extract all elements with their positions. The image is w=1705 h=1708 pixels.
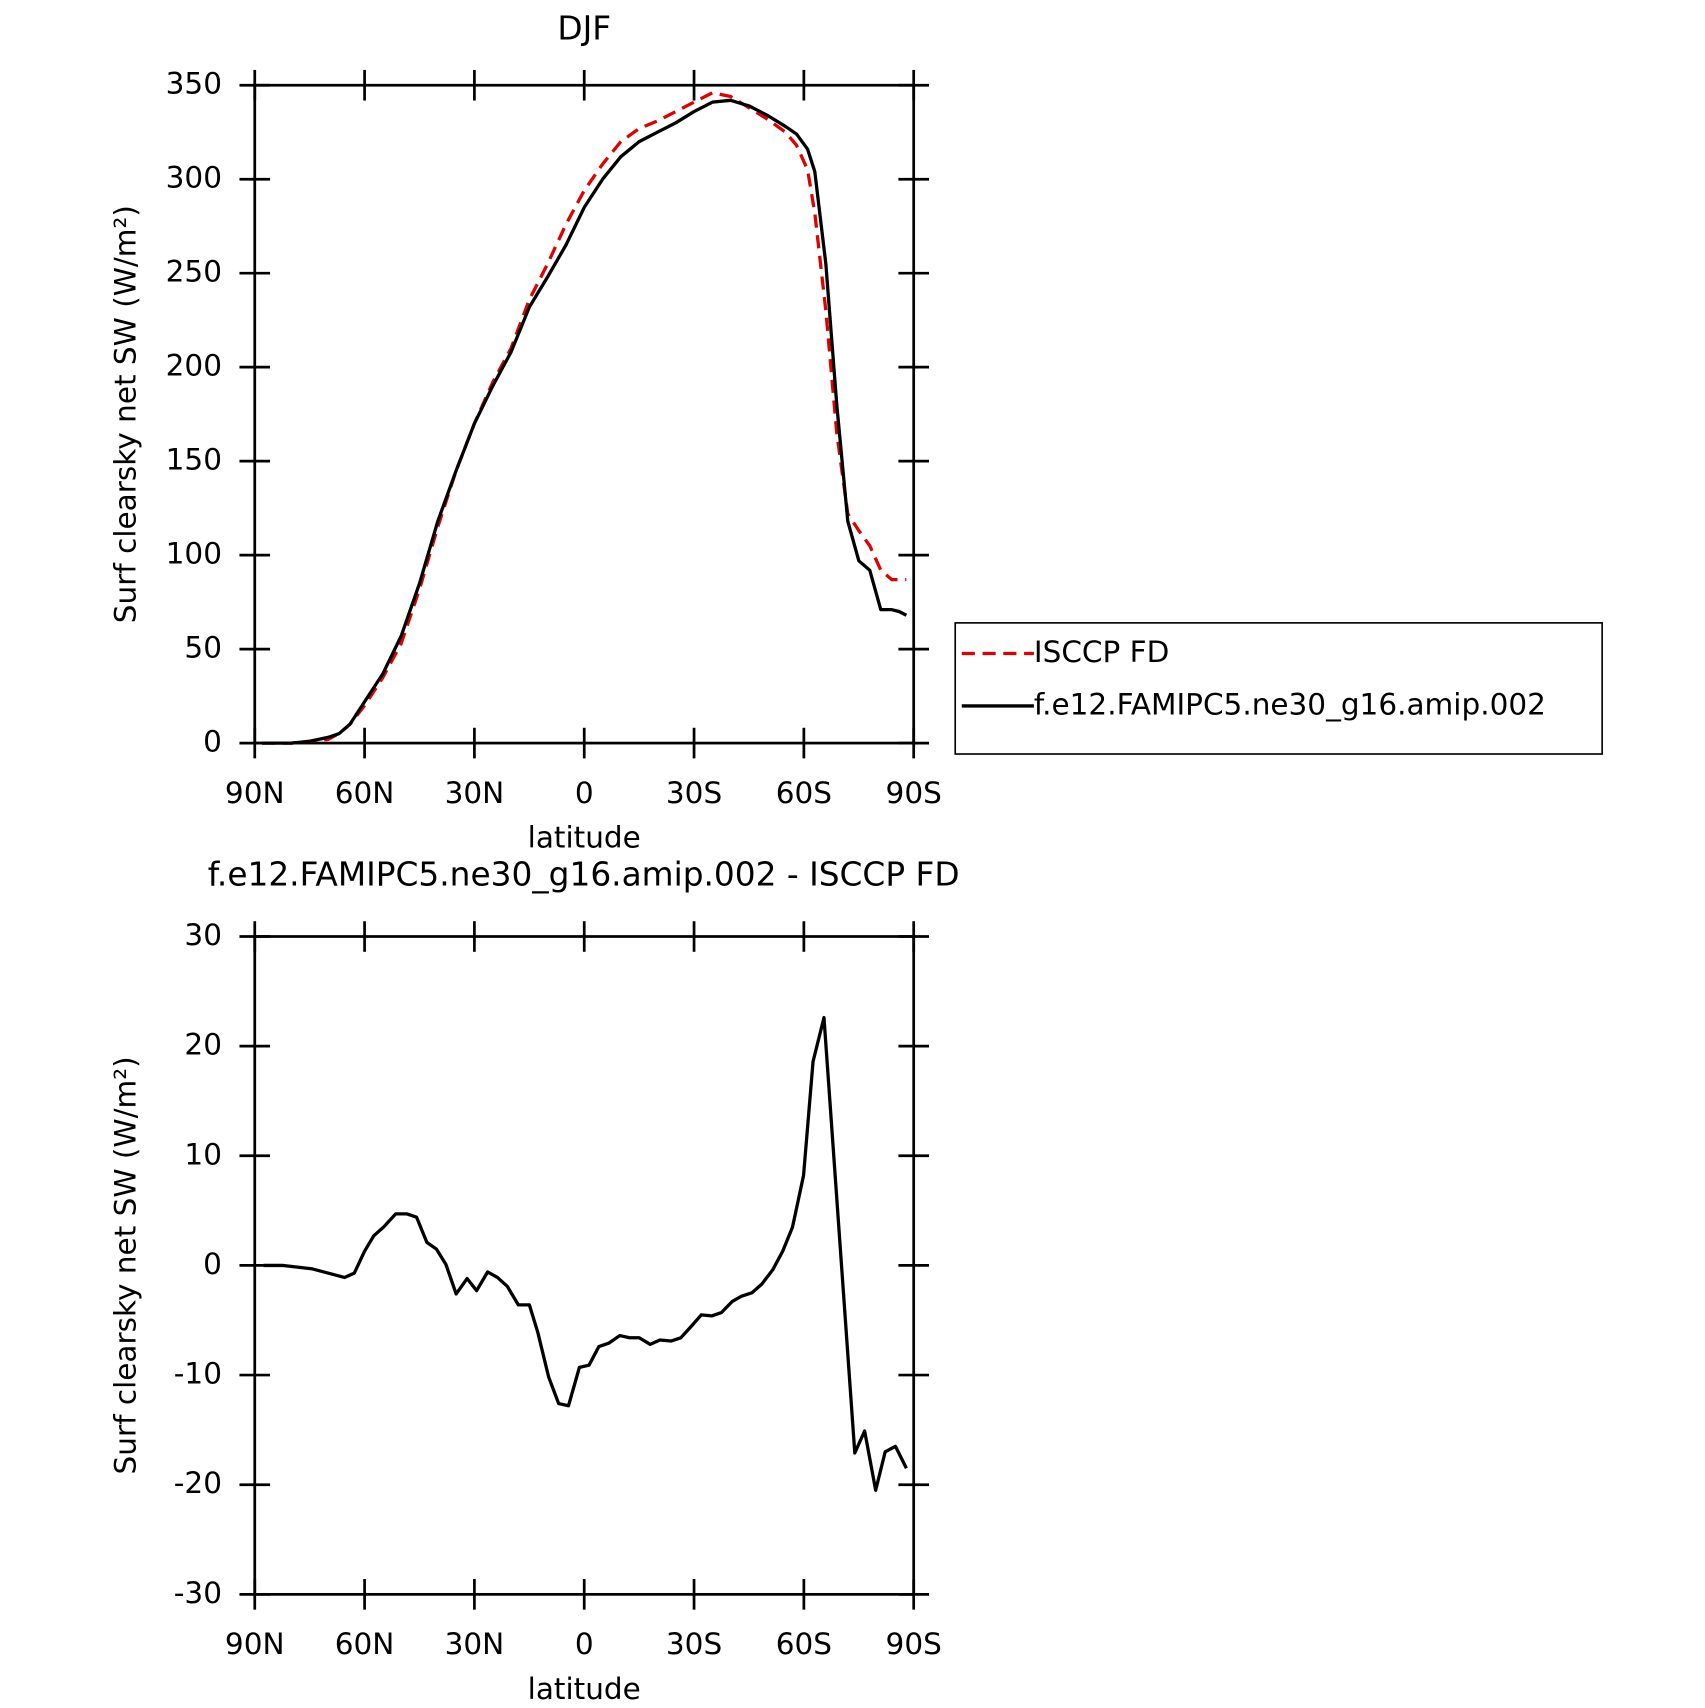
y-tick-label: 0 [203,725,222,759]
x-tick-label: 30N [445,776,505,810]
data-line [262,91,907,745]
y-axis-label: Surf clearsky net SW (W/m²) [108,1056,142,1474]
x-tick-label: 30S [666,1627,722,1661]
x-tick-label: 90S [886,776,942,810]
y-tick-label: 150 [166,443,222,477]
y-tick-label: 350 [166,67,222,101]
data-line [263,1015,908,1492]
x-tick-label: 0 [575,1627,594,1661]
data-line [262,98,908,745]
x-axis-label: latitude [528,1672,641,1706]
y-tick-label: 200 [166,349,222,383]
x-tick-label: 0 [575,776,594,810]
x-tick-label: 60S [776,776,832,810]
y-axis-label: Surf clearsky net SW (W/m²) [108,205,142,623]
chart-title: DJF [557,10,611,48]
y-tick-label: 300 [166,161,222,195]
x-tick-label: 90N [225,776,285,810]
y-tick-label: 50 [184,631,222,665]
x-tick-label: 60N [335,1627,395,1661]
x-axis-label: latitude [528,821,641,855]
x-tick-label: 60N [335,776,395,810]
x-tick-label: 90S [886,1627,942,1661]
y-tick-label: 10 [184,1137,222,1171]
y-tick-label: -30 [174,1576,222,1610]
legend-label: ISCCP FD [1034,635,1169,669]
y-tick-label: 30 [184,918,222,952]
legend-box [954,622,1603,755]
x-tick-label: 90N [225,1627,285,1661]
legend-label: f.e12.FAMIPC5.ne30_g16.amip.002 [1034,687,1546,721]
x-tick-label: 30N [445,1627,505,1661]
plot-frame [253,935,916,1596]
x-tick-label: 60S [776,1627,832,1661]
y-tick-label: 0 [203,1247,222,1281]
chart-title: f.e12.FAMIPC5.ne30_g16.amip.002 - ISCCP … [208,855,960,893]
y-tick-label: -20 [174,1466,222,1500]
y-tick-label: -10 [174,1357,222,1391]
y-tick-label: 100 [166,537,222,571]
x-tick-label: 30S [666,776,722,810]
y-tick-label: 20 [184,1028,222,1062]
y-tick-label: 250 [166,255,222,289]
